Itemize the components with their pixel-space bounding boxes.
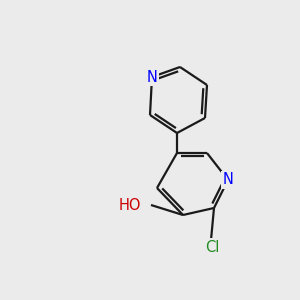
Text: N: N <box>223 172 233 188</box>
Text: N: N <box>147 70 158 85</box>
Text: Cl: Cl <box>205 239 219 254</box>
Text: HO: HO <box>118 197 141 212</box>
